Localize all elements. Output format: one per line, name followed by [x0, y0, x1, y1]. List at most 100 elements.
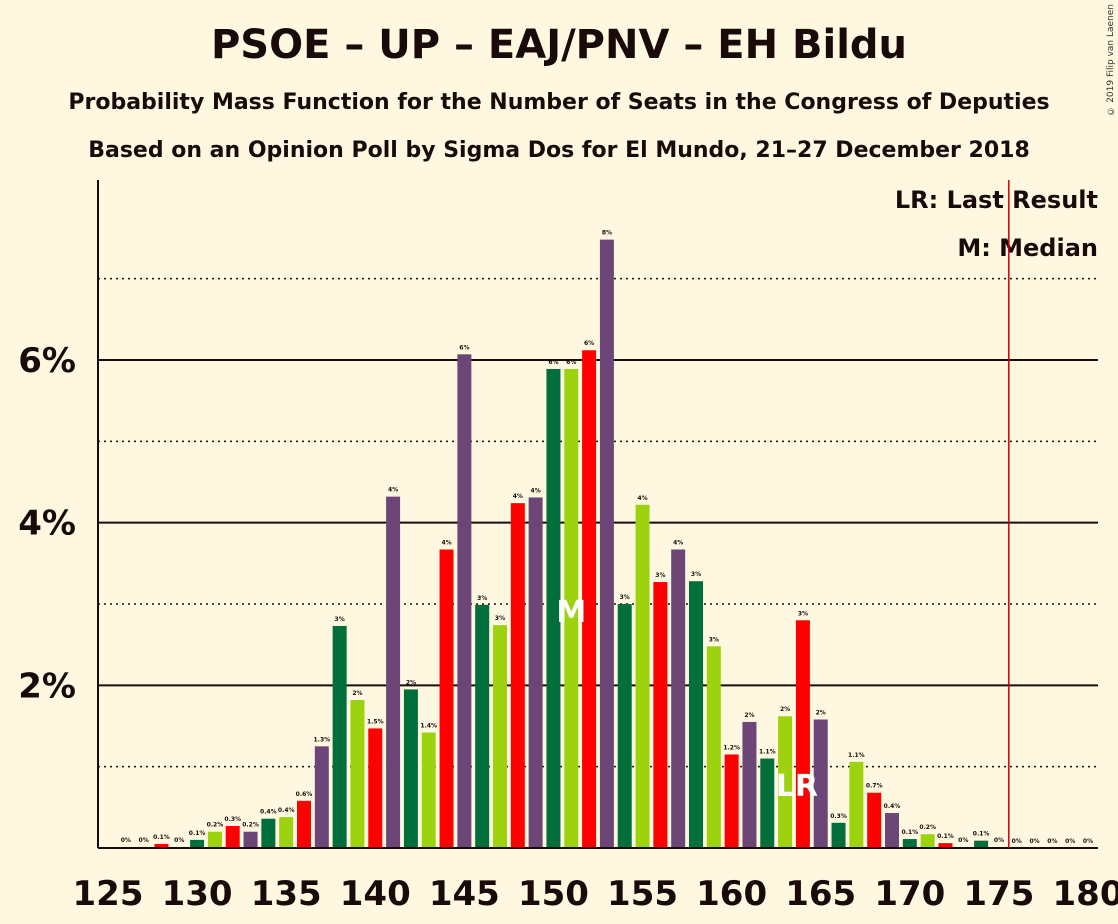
data-label-155: 4% — [637, 495, 647, 502]
data-label-159: 3% — [709, 636, 719, 643]
data-label-148: 4% — [513, 493, 523, 500]
x-tick-label: 140 — [340, 874, 411, 914]
data-label-170: 0.1% — [901, 829, 918, 836]
data-label-153: 8% — [602, 230, 612, 237]
data-label-173: 0% — [958, 837, 968, 844]
data-label-134: 0.4% — [260, 809, 277, 816]
data-label-164: 3% — [798, 610, 808, 617]
x-tick-label: 125 — [73, 874, 144, 914]
bar-163 — [778, 716, 793, 848]
bar-142 — [403, 689, 418, 848]
legend-last-result: LR: Last Result — [894, 186, 1098, 214]
bar-159 — [706, 646, 721, 848]
data-label-141: 4% — [388, 487, 398, 494]
data-label-136: 0.6% — [296, 791, 313, 798]
data-label-169: 0.4% — [884, 803, 901, 810]
bar-132 — [225, 826, 240, 848]
bar-136 — [297, 800, 311, 848]
data-label-168: 0.7% — [866, 783, 883, 790]
bar-156 — [653, 582, 668, 848]
data-label-163: 2% — [780, 706, 790, 713]
bar-139 — [350, 699, 365, 848]
bar-166 — [831, 822, 846, 848]
bar-164 — [795, 620, 810, 848]
data-label-149: 4% — [531, 487, 541, 494]
bar-143 — [421, 732, 436, 848]
bar-147 — [493, 625, 507, 848]
bar-141 — [386, 496, 401, 848]
bar-137 — [314, 746, 329, 848]
x-tick-label: 170 — [874, 874, 945, 914]
bar-150 — [546, 368, 561, 848]
data-label-137: 1.3% — [313, 736, 330, 743]
data-label-172: 0.1% — [937, 833, 954, 840]
x-tick-label: 160 — [696, 874, 767, 914]
data-label-175: 0% — [994, 837, 1004, 844]
data-label-174: 0.1% — [973, 831, 990, 838]
data-label-150: 6% — [548, 359, 558, 366]
data-label-161: 2% — [744, 712, 754, 719]
data-label-142: 2% — [406, 679, 416, 686]
bar-133 — [243, 831, 258, 848]
data-label-158: 3% — [691, 571, 701, 578]
bar-153 — [599, 239, 614, 849]
x-tick-label: 135 — [251, 874, 322, 914]
data-label-152: 6% — [584, 340, 594, 347]
bar-140 — [368, 728, 383, 848]
x-tick-label: 150 — [518, 874, 589, 914]
bar-160 — [724, 754, 739, 848]
y-tick-label: 6% — [18, 341, 76, 381]
data-label-128: 0.1% — [153, 834, 170, 841]
chart-subtitle: Probability Mass Function for the Number… — [68, 90, 1050, 115]
data-label-167: 1.1% — [848, 752, 865, 759]
data-label-143: 1.4% — [420, 723, 437, 730]
x-tick-label: 175 — [963, 874, 1034, 914]
data-label-180: 0% — [1083, 838, 1093, 845]
bar-157 — [671, 549, 686, 848]
last-result-marker: LR — [776, 769, 818, 804]
data-label-176: 0% — [1012, 838, 1022, 845]
data-label-162: 1.1% — [759, 749, 776, 756]
bar-138 — [332, 625, 347, 848]
data-label-177: 0% — [1029, 838, 1039, 845]
data-label-156: 3% — [655, 572, 665, 579]
data-label-129: 0% — [174, 837, 184, 844]
data-label-165: 2% — [816, 709, 826, 716]
bar-128 — [154, 843, 169, 848]
y-tick-label: 2% — [18, 666, 76, 706]
bar-162 — [760, 758, 775, 848]
x-tick-label: 145 — [429, 874, 500, 914]
data-label-126: 0% — [121, 837, 131, 844]
bar-149 — [528, 497, 543, 848]
data-label-139: 2% — [352, 690, 362, 697]
data-label-154: 3% — [620, 594, 630, 601]
data-label-138: 3% — [335, 616, 345, 623]
x-tick-label: 130 — [162, 874, 233, 914]
data-label-132: 0.3% — [224, 816, 241, 823]
bar-165 — [813, 719, 828, 848]
data-label-127: 0% — [139, 837, 149, 844]
bar-168 — [867, 792, 882, 848]
data-label-135: 0.4% — [278, 807, 295, 814]
x-tick-label: 180 — [1053, 874, 1118, 914]
y-tick-label: 4% — [18, 504, 76, 544]
bar-169 — [885, 813, 899, 848]
data-label-144: 4% — [441, 540, 451, 547]
bar-170 — [902, 839, 917, 848]
chart-source: Based on an Opinion Poll by Sigma Dos fo… — [88, 138, 1030, 163]
data-label-130: 0.1% — [189, 830, 206, 837]
bar-144 — [439, 549, 454, 848]
bar-146 — [475, 604, 490, 848]
data-label-146: 3% — [477, 595, 487, 602]
data-label-179: 0% — [1065, 838, 1075, 845]
data-label-151: 6% — [566, 359, 576, 366]
bar-131 — [207, 831, 222, 848]
data-label-160: 1.2% — [723, 744, 740, 751]
bar-155 — [635, 504, 650, 848]
bar-158 — [689, 581, 703, 848]
bar-171 — [920, 834, 935, 848]
bar-152 — [582, 350, 597, 848]
data-label-145: 6% — [459, 344, 469, 351]
bar-151 — [564, 368, 579, 848]
